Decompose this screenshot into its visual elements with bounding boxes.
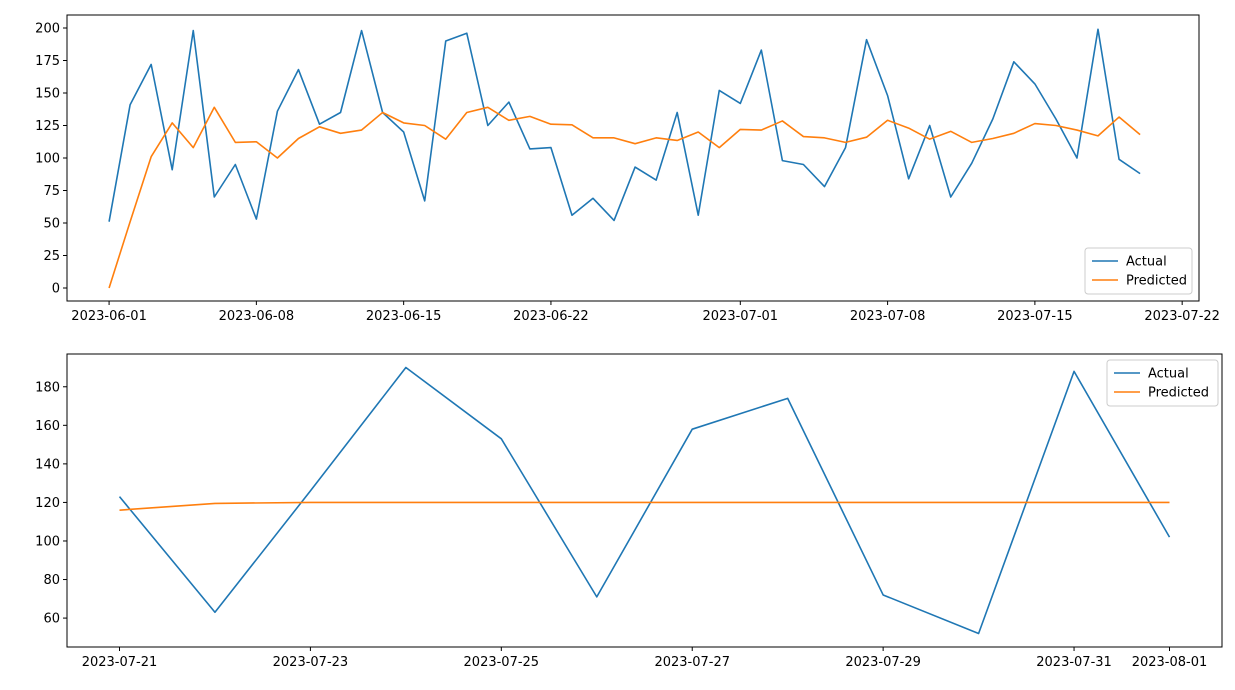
- x-tick-label: 2023-07-23: [273, 655, 349, 670]
- x-tick-label: 2023-07-25: [464, 655, 540, 670]
- x-tick-label: 2023-06-22: [513, 309, 589, 324]
- series-line-actual: [118, 366, 1171, 635]
- x-tick-label: 2023-08-01: [1132, 655, 1208, 670]
- series-line-predicted: [108, 106, 1141, 289]
- y-tick-label: 175: [35, 54, 60, 69]
- y-tick-label: 75: [43, 184, 60, 199]
- x-tick-label: 2023-06-08: [219, 309, 295, 324]
- y-tick-label: 120: [35, 496, 60, 511]
- top-chart-panel: 0 25 50 75 100 125 150 175 200 2023-06-01 2023-06-…: [35, 14, 1220, 324]
- y-tick-label: 200: [35, 22, 60, 37]
- series-line-actual: [108, 28, 1141, 222]
- x-tick-label: 2023-07-31: [1036, 655, 1112, 670]
- legend-label: Actual: [1126, 255, 1167, 270]
- y-tick-label: 160: [35, 419, 60, 434]
- legend-label: Predicted: [1126, 274, 1187, 289]
- x-tick-label: 2023-06-15: [366, 309, 442, 324]
- x-tick-label: 2023-07-08: [850, 309, 926, 324]
- series-line-predicted: [119, 501, 1170, 511]
- plot-area: [66, 353, 1223, 648]
- x-tick-label: 2023-07-29: [845, 655, 921, 670]
- y-tick-label: 180: [35, 380, 60, 395]
- y-tick-label: 150: [35, 87, 60, 102]
- y-tick-label: 100: [35, 152, 60, 167]
- x-tick-label: 2023-07-01: [703, 309, 779, 324]
- y-tick-label: 60: [43, 612, 60, 627]
- x-tick-label: 2023-06-01: [71, 309, 147, 324]
- legend-box: [1084, 247, 1193, 295]
- legend-label: Predicted: [1148, 386, 1209, 401]
- y-tick-label: 125: [35, 119, 60, 134]
- plot-area: [66, 14, 1200, 302]
- y-tick-label: 140: [35, 457, 60, 472]
- y-tick-label: 0: [52, 282, 60, 297]
- y-tick-label: 50: [43, 217, 60, 232]
- y-tick-label: 25: [43, 249, 60, 264]
- legend-label: Actual: [1148, 367, 1189, 382]
- legend: Actual Predicted: [1084, 247, 1193, 295]
- x-tick-label: 2023-07-27: [654, 655, 730, 670]
- x-tick-label: 2023-07-21: [82, 655, 158, 670]
- x-tick-label: 2023-07-15: [997, 309, 1073, 324]
- legend: Actual Predicted: [1106, 359, 1219, 407]
- y-tick-label: 80: [43, 573, 60, 588]
- legend-box: [1106, 359, 1219, 407]
- y-tick-label: 100: [35, 534, 60, 549]
- bottom-chart-panel: 60 80 100 120 140 160 180 2023-07-21 2023-07-23 2…: [35, 353, 1223, 670]
- x-tick-label: 2023-07-22: [1144, 309, 1220, 324]
